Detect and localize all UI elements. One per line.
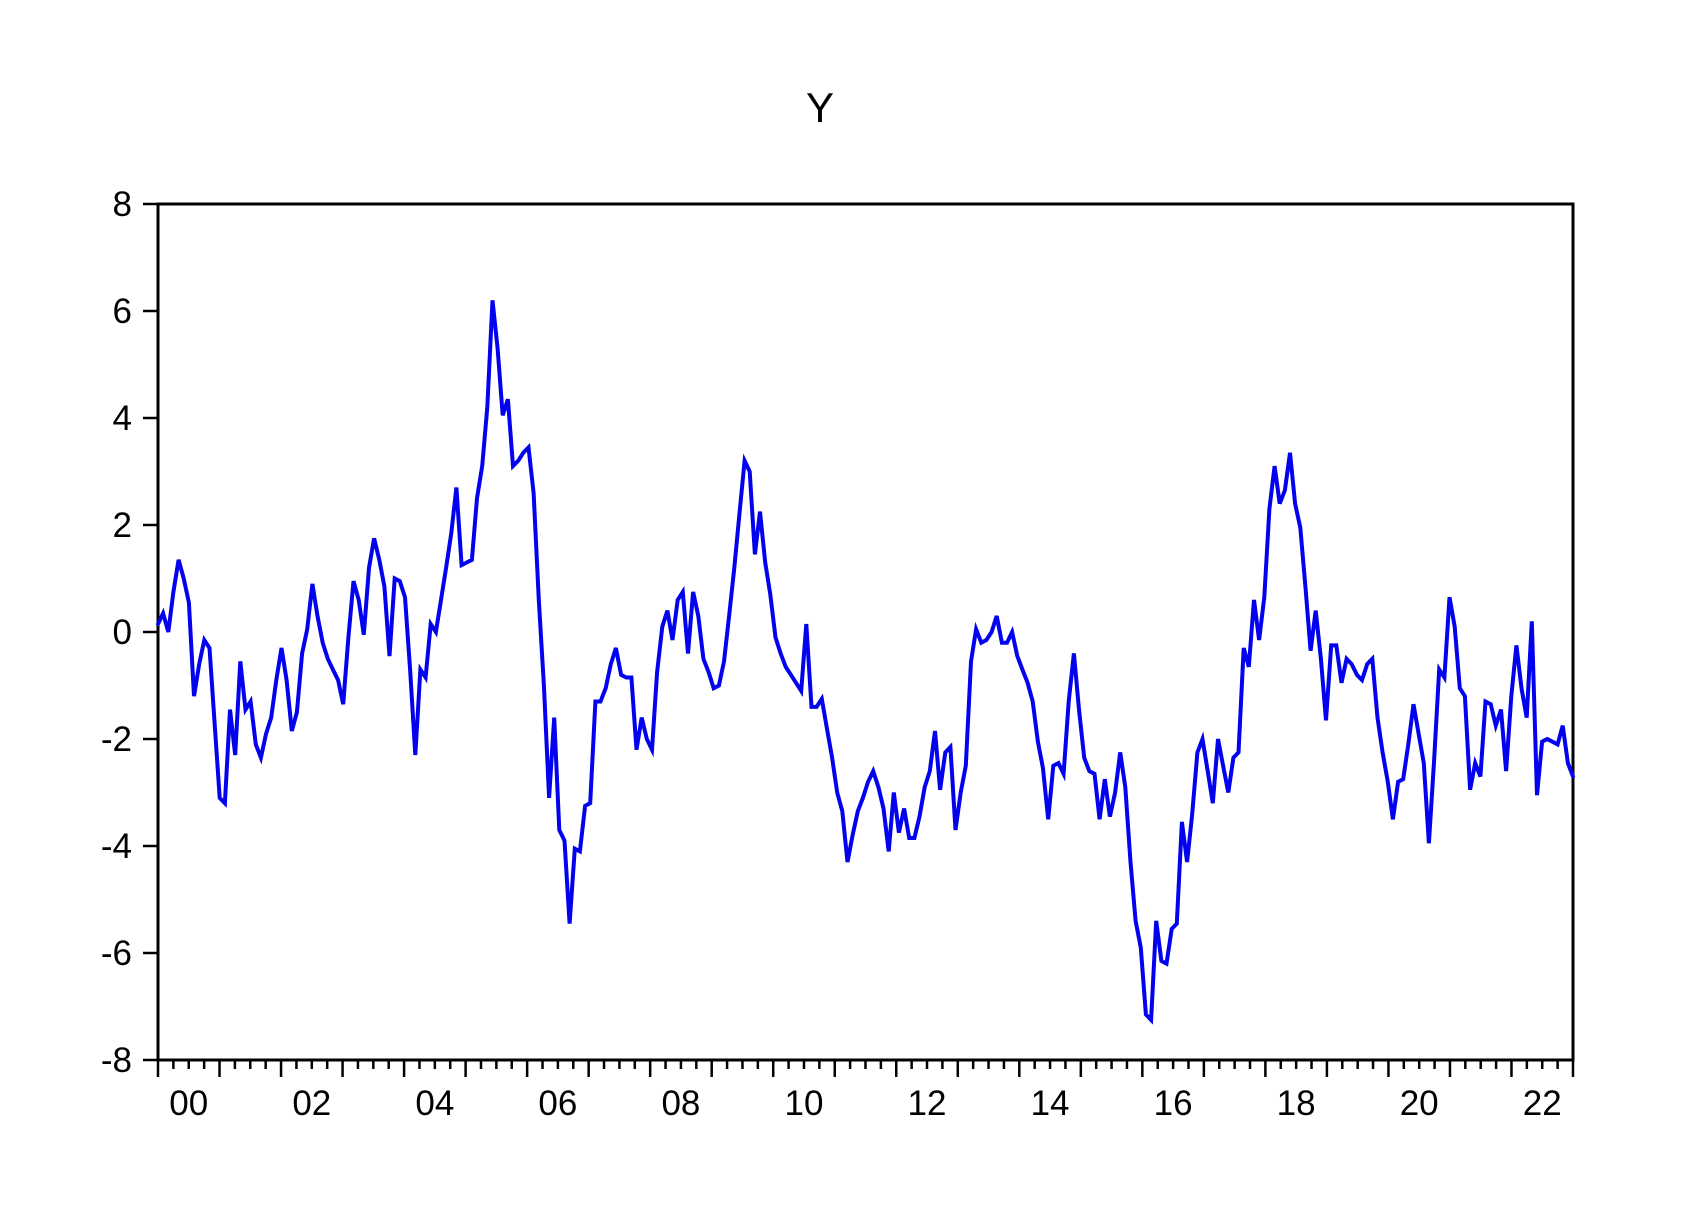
y-tick-label: 2: [113, 506, 132, 545]
x-tick-label: 18: [1277, 1084, 1316, 1123]
y-tick-label: 8: [113, 185, 132, 224]
plot-frame: [156, 202, 1575, 1062]
x-tick-label: 06: [538, 1084, 577, 1123]
y-tick-label: -2: [101, 720, 132, 759]
x-tick-label: 14: [1031, 1084, 1070, 1123]
x-tick-label: 02: [292, 1084, 331, 1123]
series-line: [156, 300, 1575, 1025]
y-tick-label: -6: [101, 934, 132, 973]
y-tick-label: 4: [113, 399, 132, 438]
x-tick-label: 20: [1400, 1084, 1439, 1123]
x-tick-label: 10: [785, 1084, 824, 1123]
y-tick-label: -8: [101, 1041, 132, 1080]
chart-title: Y: [806, 84, 834, 131]
x-tick-label: 12: [908, 1084, 947, 1123]
y-tick-label: 6: [113, 292, 132, 331]
y-tick-label: 0: [113, 613, 132, 652]
x-tick-label: 04: [415, 1084, 454, 1123]
x-tick-label: 16: [1154, 1084, 1193, 1123]
x-tick-label: 08: [661, 1084, 700, 1123]
y-tick-label: -4: [101, 827, 132, 866]
x-tick-label: 22: [1523, 1084, 1562, 1123]
x-tick-label: 00: [169, 1084, 208, 1123]
